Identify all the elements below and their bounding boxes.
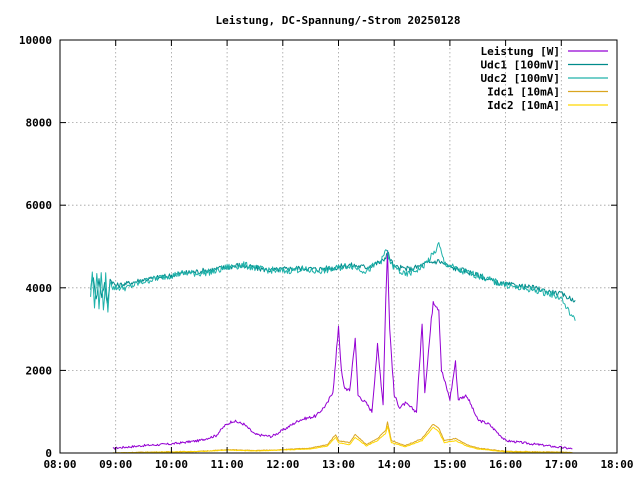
series-layer — [90, 242, 576, 454]
legend: Leistung [W]Udc1 [100mV]Udc2 [100mV]Idc1… — [481, 45, 608, 112]
x-tick-label: 11:00 — [211, 458, 244, 471]
x-tick-label: 09:00 — [99, 458, 132, 471]
y-tick-label: 4000 — [26, 282, 53, 295]
grid-layer — [60, 40, 617, 453]
plot-frame — [59, 39, 618, 454]
x-tick-label: 14:00 — [378, 458, 411, 471]
x-tick-label: 16:00 — [489, 458, 522, 471]
y-tick-label: 6000 — [26, 199, 53, 212]
series-line-5 — [112, 425, 573, 454]
y-tick-label: 10000 — [19, 34, 52, 47]
legend-label: Idc2 [10mA] — [487, 99, 560, 112]
y-tick-label: 0 — [45, 447, 52, 460]
legend-label: Leistung [W] — [481, 45, 560, 58]
series-line-1 — [112, 250, 573, 450]
axes-layer: 08:00 09:00 10:00 11:00 12:00 13:00 14:00 15:00… — [19, 34, 634, 471]
x-tick-label: 13:00 — [322, 458, 355, 471]
legend-label: Idc1 [10mA] — [487, 86, 560, 99]
x-tick-label: 15:00 — [433, 458, 466, 471]
series-line-4 — [112, 421, 573, 454]
series-line-3 — [90, 242, 576, 321]
x-tick-label: 17:00 — [545, 458, 578, 471]
x-tick-label: 18:00 — [600, 458, 633, 471]
legend-label: Udc2 [100mV] — [481, 72, 560, 85]
x-tick-label: 10:00 — [155, 458, 188, 471]
x-tick-label: 08:00 — [43, 458, 76, 471]
chart-title: Leistung, DC-Spannung/-Strom 20250128 — [215, 14, 460, 27]
y-tick-label: 8000 — [26, 117, 53, 130]
legend-label: Udc1 [100mV] — [481, 59, 560, 72]
y-tick-label: 2000 — [26, 364, 53, 377]
x-tick-label: 12:00 — [266, 458, 299, 471]
